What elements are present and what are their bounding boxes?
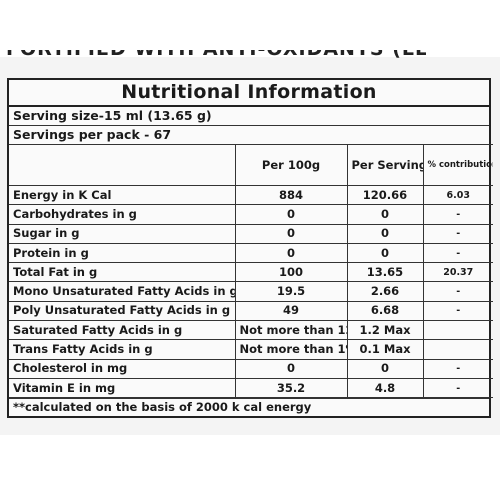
value-rda: - [422,300,493,322]
value-rda: - [422,377,493,399]
value-per-100g: 884 [234,184,348,206]
value-rda: - [422,358,493,379]
value-per-100g: 0 [234,358,348,379]
value-rda [422,339,493,360]
value-per-100g: 19.5 [234,281,348,302]
table-row: Poly Unsaturated Fatty Acids in g 49 6.68- [9,300,493,322]
value-per-serving: 6.68 [346,300,424,322]
table-row: Vitamin E in mg 35.2 4.8- [9,377,493,399]
value-per-100g: Not more than 12% [234,320,348,341]
nutrient-name: Poly Unsaturated Fatty Acids in g [9,300,236,322]
value-per-serving: 1.2 Max [346,320,424,341]
serving-size: Serving size-15 ml (13.65 g) [9,107,489,126]
value-rda [422,320,493,341]
value-per-serving: 0.1 Max [346,339,424,360]
value-per-serving: 0 [346,242,424,264]
value-per-100g: 0 [234,204,348,225]
panel-title: Nutritional Information [9,80,489,107]
servings-per-pack: Servings per pack - 67 [13,127,172,142]
value-per-serving: 13.65 [346,262,424,283]
value-rda: - [422,242,493,264]
value-per-serving: 4.8 [346,377,424,399]
nutrient-name: Trans Fatty Acids in g [9,339,236,360]
nutrient-name: Mono Unsaturated Fatty Acids in g [9,281,236,302]
nutrient-name: Total Fat in g [9,262,236,283]
nutrient-name: Cholesterol in mg [9,358,236,379]
value-per-serving: 120.66 [346,184,424,206]
value-rda: - [422,204,493,225]
value-per-serving: 2.66 [346,281,424,302]
table-row: Cholesterol in mg 0 0- [9,358,493,379]
value-per-100g: 49 [234,300,348,322]
nutrient-name: Saturated Fatty Acids in g [9,320,236,341]
nutrient-name: Carbohydrates in g [9,204,236,225]
table-row: Trans Fatty Acids in g Not more than 1% 0.… [9,339,493,360]
nutrition-panel: Nutritional Information Serving size-15 … [7,78,493,419]
value-per-100g: 0 [234,223,348,244]
value-per-serving: 0 [346,358,424,379]
value-per-serving: 0 [346,223,424,244]
table-row: Total Fat in g 100 13.65 20.37 [9,262,493,283]
nutrient-name: Energy in K Cal [9,184,236,206]
value-per-serving: 0 [346,204,424,225]
header-per-100g: Per 100g [234,144,348,186]
value-per-100g: Not more than 1% [234,339,348,360]
value-rda: - [422,281,493,302]
nutrient-name: Protein in g [9,242,236,264]
value-per-100g: 100 [234,262,348,283]
header-rda: % contribution in RDA per serve [422,144,493,186]
value-per-100g: 0 [234,242,348,264]
value-rda: 20.37 [422,262,493,283]
value-rda: 6.03 [422,184,493,206]
value-rda: - [422,223,493,244]
nutrient-name: Sugar in g [9,223,236,244]
value-per-100g: 35.2 [234,377,348,399]
cropped-banner-text: FORTIFIED WITH ANTI-OXIDANTS (LE1T) [6,50,426,70]
nutrient-name: Vitamin E in mg [9,377,236,399]
table-row: Energy in K Cal 884 120.66 6.03 [9,184,493,206]
table-row: Saturated Fatty Acids in g Not more than … [9,320,493,341]
header-nutrient [9,144,236,186]
table-row: Mono Unsaturated Fatty Acids in g 19.5 2.6… [9,281,493,302]
footnote: **calculated on the basis of 2000 k cal … [9,398,489,416]
